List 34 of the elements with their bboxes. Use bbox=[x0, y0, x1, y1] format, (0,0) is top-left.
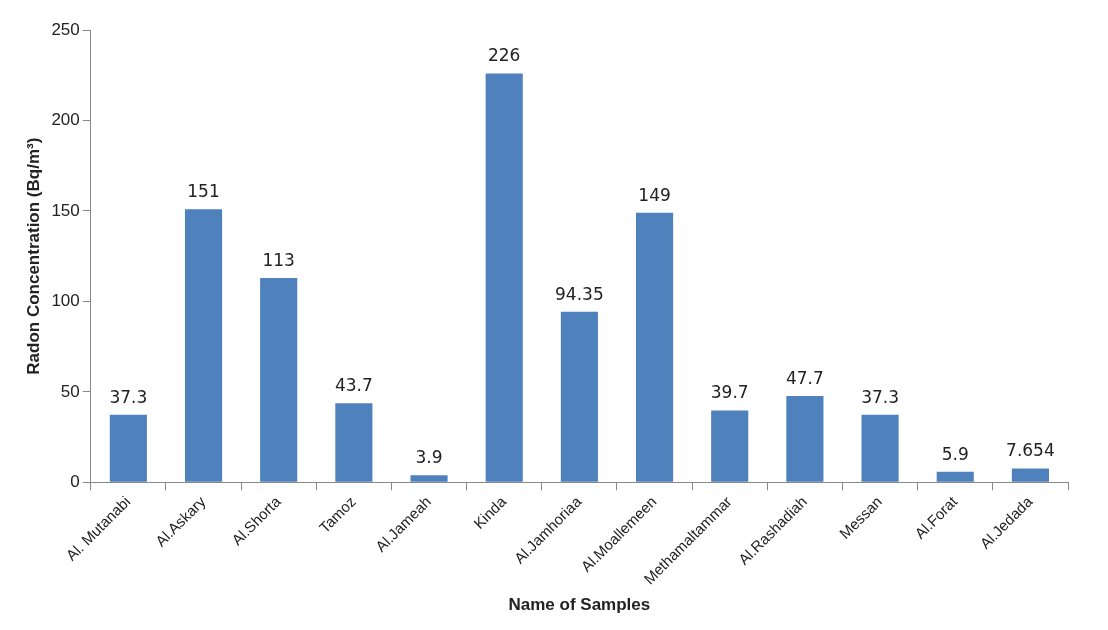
y-tick-label: 200 bbox=[51, 110, 80, 130]
bar bbox=[184, 209, 223, 482]
bar bbox=[936, 471, 974, 482]
data-label: 7.654 bbox=[1006, 440, 1055, 461]
bar bbox=[335, 403, 373, 482]
data-label: 37.3 bbox=[861, 386, 899, 407]
bar bbox=[1011, 468, 1049, 482]
data-label: 47.7 bbox=[785, 367, 824, 388]
data-label: 43.7 bbox=[334, 375, 373, 396]
bar bbox=[485, 73, 523, 482]
bar bbox=[635, 212, 674, 482]
y-axis-title: Radon Concentration (Bq/m³) bbox=[23, 137, 43, 375]
data-label: 5.9 bbox=[941, 443, 969, 464]
data-label: 3.9 bbox=[415, 447, 443, 468]
bar bbox=[260, 277, 298, 482]
x-axis-title: Name of Samples bbox=[508, 595, 651, 615]
y-tick-label: 250 bbox=[51, 19, 80, 39]
bar bbox=[560, 311, 598, 482]
y-tick-label: 100 bbox=[51, 291, 80, 311]
bar bbox=[109, 414, 147, 482]
data-label: 37.3 bbox=[109, 386, 148, 407]
y-tick-label: 50 bbox=[60, 381, 80, 401]
y-tick-label: 150 bbox=[51, 200, 80, 220]
data-label: 226 bbox=[487, 45, 521, 66]
data-label: 113 bbox=[262, 249, 295, 270]
y-tick-label: 0 bbox=[70, 472, 80, 492]
bar bbox=[861, 414, 899, 482]
data-label: 39.7 bbox=[710, 382, 749, 403]
bar bbox=[711, 410, 749, 482]
data-label: 149 bbox=[638, 184, 671, 205]
data-label: 151 bbox=[187, 181, 220, 202]
bar bbox=[786, 396, 824, 482]
data-label: 94.35 bbox=[555, 283, 604, 304]
bar bbox=[410, 475, 448, 482]
